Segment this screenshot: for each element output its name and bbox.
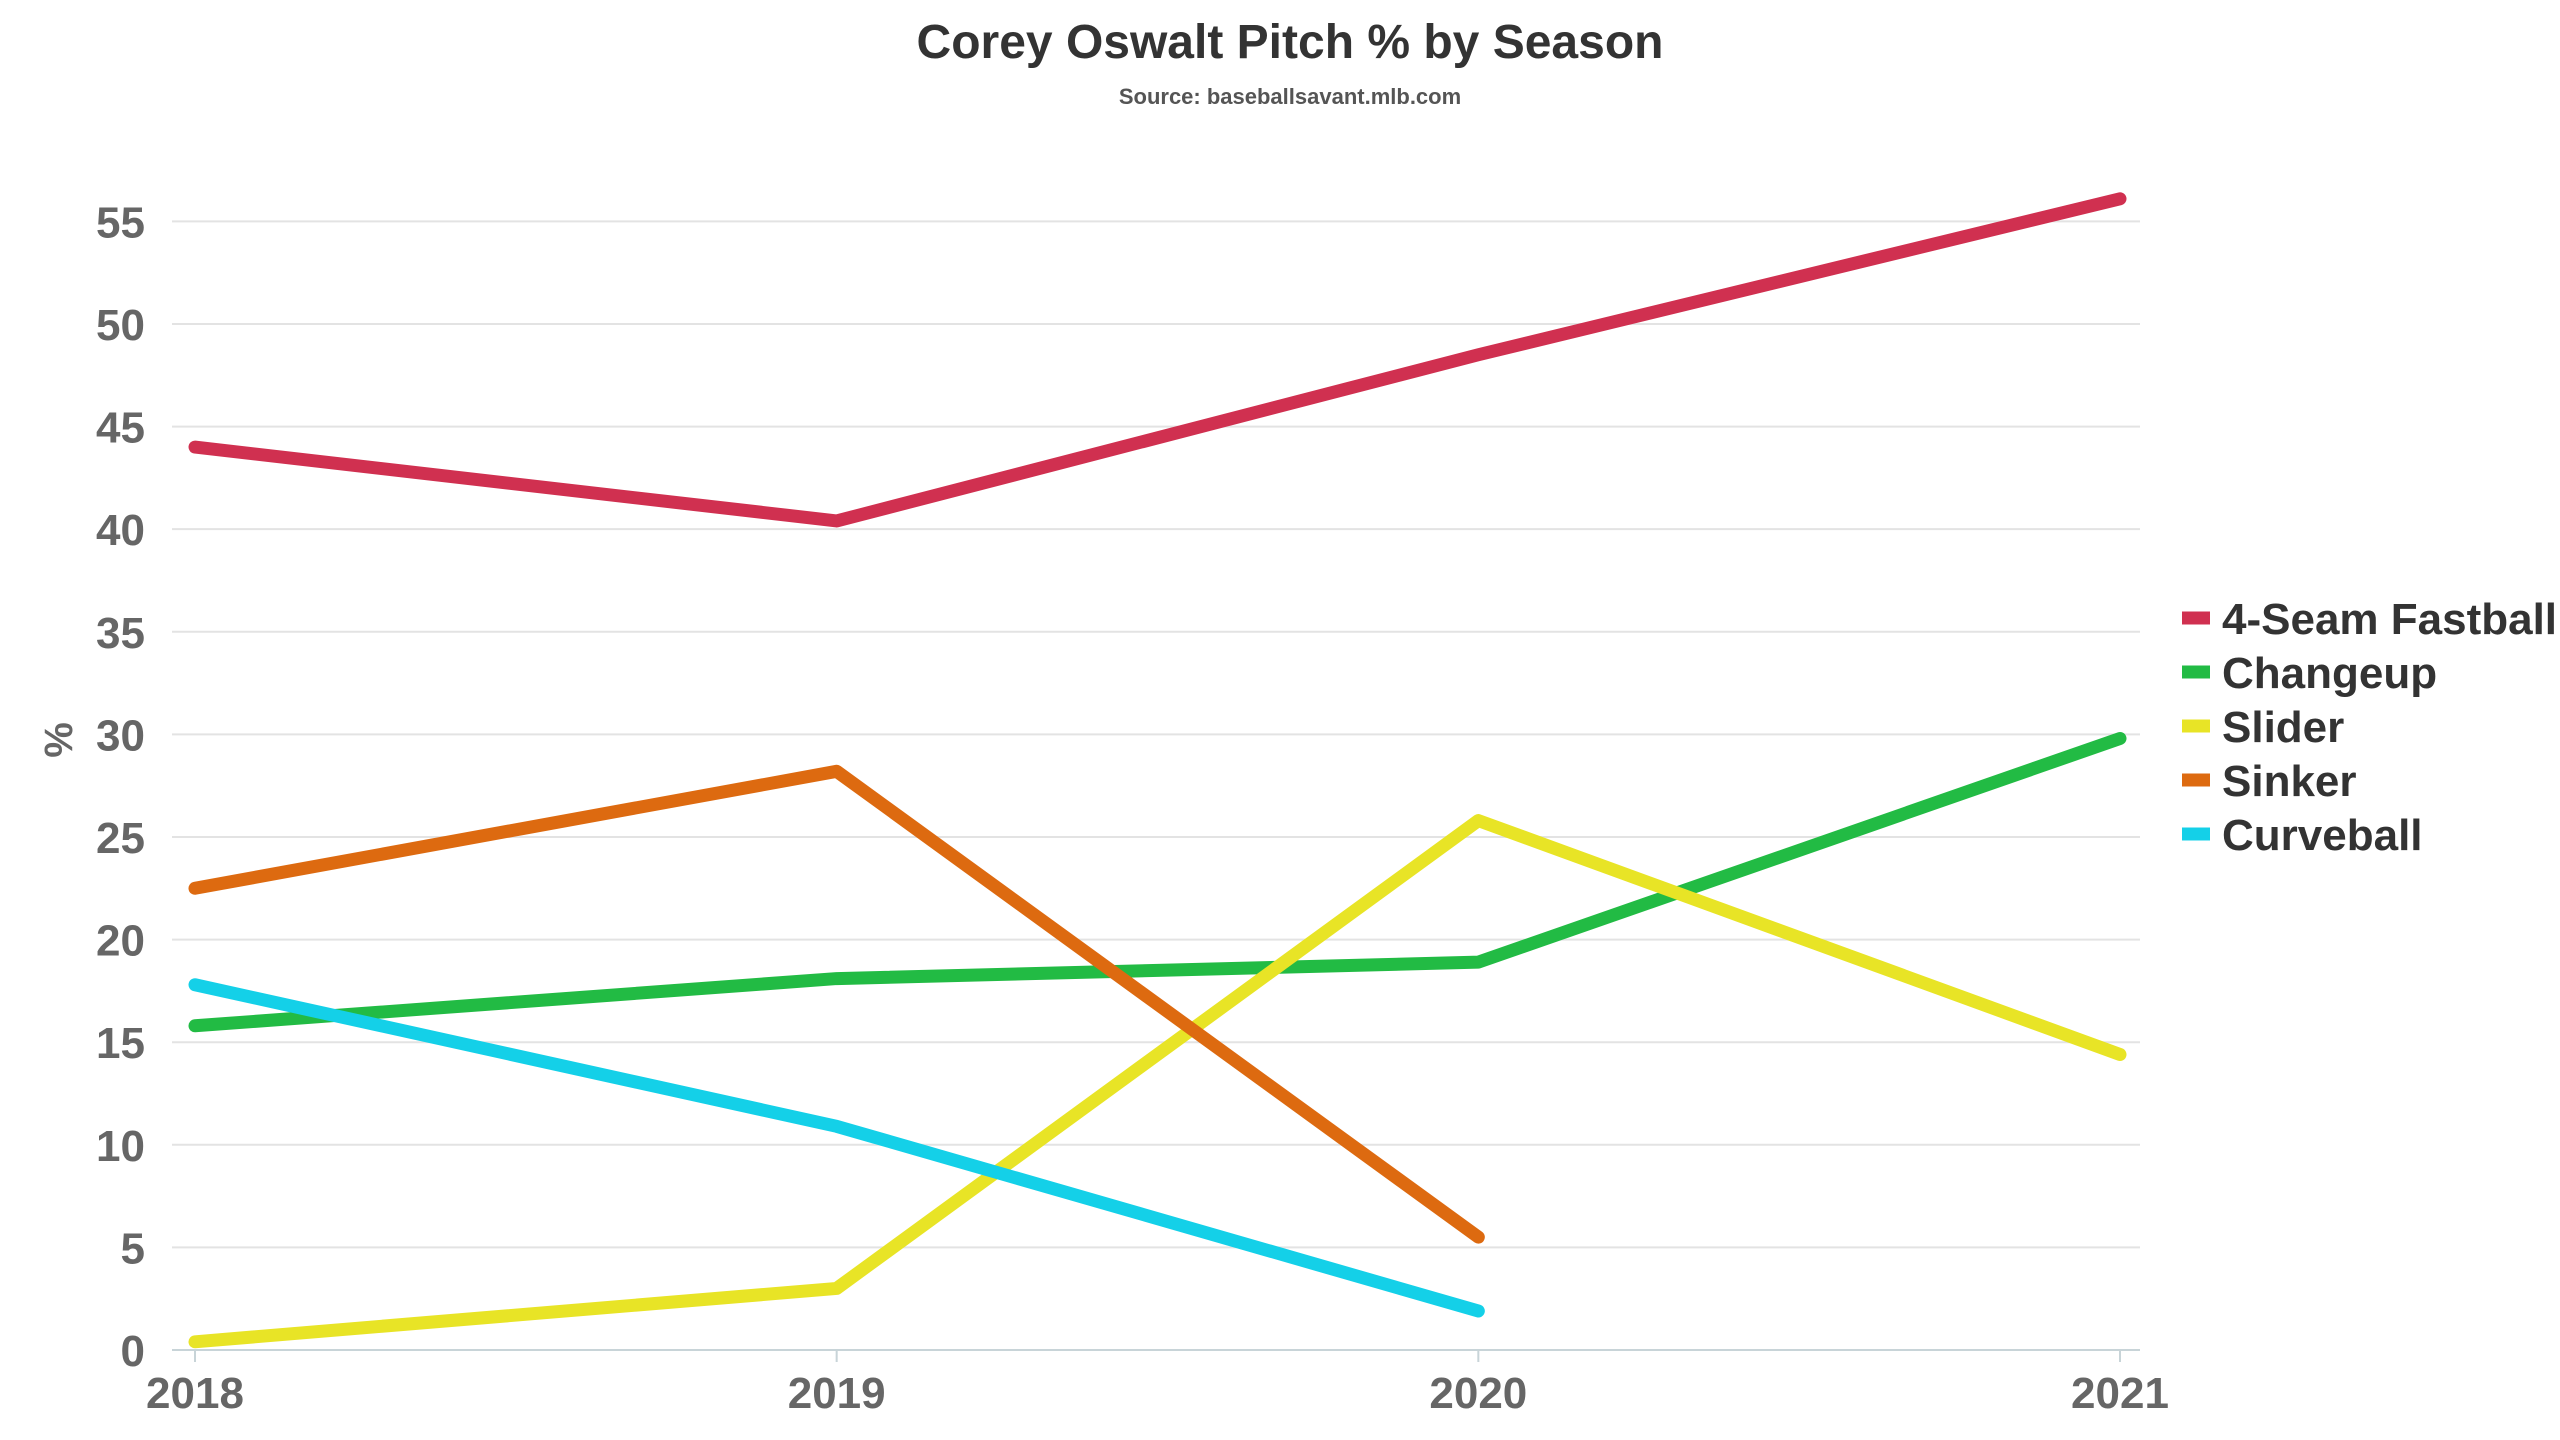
series-line-1 — [188, 731, 2127, 1033]
gridlines — [172, 220, 2140, 1249]
chart-title: Corey Oswalt Pitch % by Season — [917, 16, 1664, 69]
y-tick-label: 55 — [96, 198, 145, 247]
y-tick-label: 45 — [96, 404, 145, 453]
x-tick-label: 2019 — [788, 1369, 886, 1418]
y-tick-label: 20 — [96, 917, 145, 966]
legend-label: Curveball — [2222, 811, 2423, 860]
y-axis-label: % — [37, 722, 81, 758]
series-line-4 — [188, 978, 1485, 1318]
legend: 4-Seam Fastball Changeup Slider Sinker Curve… — [2182, 595, 2557, 860]
legend-label: 4-Seam Fastball — [2222, 595, 2557, 644]
y-tick-label: 5 — [121, 1224, 145, 1273]
legend-label: Slider — [2222, 703, 2344, 752]
y-tick-label: 50 — [96, 301, 145, 350]
legend-label: Changeup — [2222, 649, 2437, 698]
series-line-3 — [188, 764, 1485, 1244]
series-lines — [188, 192, 2127, 1349]
chart-subtitle: Source: baseballsavant.mlb.com — [1119, 84, 1461, 109]
y-tick-label: 30 — [96, 711, 145, 760]
y-tick-label: 10 — [96, 1122, 145, 1171]
y-tick-label: 15 — [96, 1019, 145, 1068]
x-tick-label: 2018 — [146, 1369, 244, 1418]
y-tick-label: 40 — [96, 506, 145, 555]
x-tick-label: 2020 — [1429, 1369, 1527, 1418]
legend-label: Sinker — [2222, 757, 2357, 806]
y-tick-label: 0 — [121, 1327, 145, 1376]
x-tick-label: 2021 — [2071, 1369, 2169, 1418]
y-tick-label: 35 — [96, 609, 145, 658]
series-line-2 — [188, 814, 2127, 1349]
y-tick-label: 25 — [96, 814, 145, 863]
series-line-0 — [188, 192, 2127, 528]
axes: 0 5 10 15 20 25 30 35 40 45 50 55 2018 2019 2020 2021 — [96, 198, 2169, 1418]
